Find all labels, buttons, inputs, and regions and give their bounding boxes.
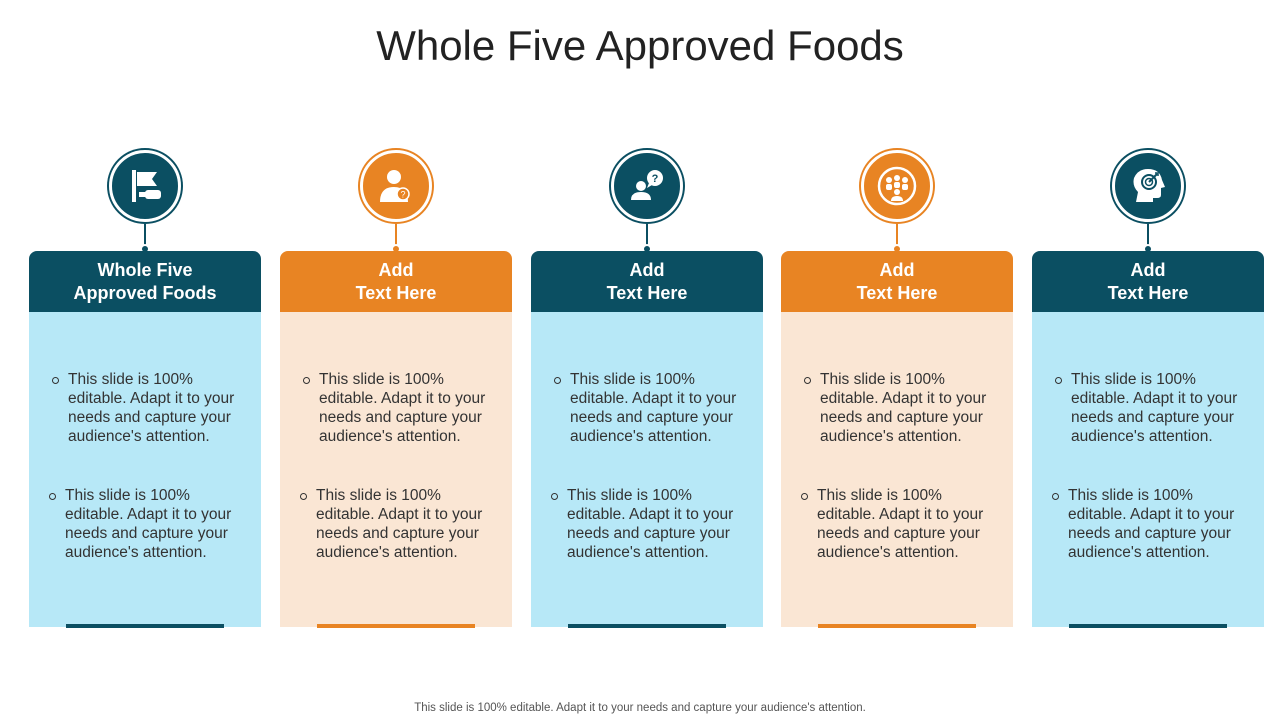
header-line-1: Add	[879, 259, 915, 280]
connector-line	[144, 224, 146, 246]
column-header: Add Text Here	[781, 251, 1013, 312]
bullet-text: This slide is 100% editable. Adapt it to…	[1052, 486, 1248, 562]
group-circle-icon	[861, 150, 933, 222]
header-line-2: Text Here	[355, 282, 437, 303]
column-1: Whole Five Approved Foods This slide is 1…	[29, 150, 261, 630]
column-5: Add Text Here This slide is 100% editable…	[1032, 150, 1264, 630]
column-3: ? Add Text Here This slide is 100% editab…	[531, 150, 763, 630]
column-header: Whole Five Approved Foods	[29, 251, 261, 312]
header-line-2: Approved Foods	[73, 282, 217, 303]
column-body: This slide is 100% editable. Adapt it to…	[29, 312, 261, 627]
slide-title: Whole Five Approved Foods	[376, 22, 904, 69]
bottom-accent-bar	[818, 624, 976, 628]
bottom-accent-bar	[568, 624, 726, 628]
connector-line	[395, 224, 397, 246]
header-line-2: Text Here	[1107, 282, 1189, 303]
column-4: Add Text Here This slide is 100% editable…	[781, 150, 1013, 630]
flag-hand-icon	[109, 150, 181, 222]
bottom-accent-bar	[66, 624, 224, 628]
bullet-text: This slide is 100% editable. Adapt it to…	[554, 370, 750, 446]
column-body: This slide is 100% editable. Adapt it to…	[280, 312, 512, 627]
header-line-1: Add	[629, 259, 665, 280]
column-header: Add Text Here	[280, 251, 512, 312]
connector-line	[896, 224, 898, 246]
bottom-accent-bar	[1069, 624, 1227, 628]
bullet-text: This slide is 100% editable. Adapt it to…	[52, 370, 248, 446]
svg-text:?: ?	[400, 190, 405, 200]
bullet-text: This slide is 100% editable. Adapt it to…	[804, 370, 1000, 446]
person-chat-question-icon: ?	[611, 150, 683, 222]
column-2: ? Add Text Here This slide is 100% editab…	[280, 150, 512, 630]
header-line-1: Whole Five	[97, 259, 193, 280]
header-line-2: Text Here	[606, 282, 688, 303]
bullet-text: This slide is 100% editable. Adapt it to…	[303, 370, 499, 446]
bullet-text: This slide is 100% editable. Adapt it to…	[551, 486, 747, 562]
connector-line	[1147, 224, 1149, 246]
header-line-2: Text Here	[856, 282, 938, 303]
head-target-icon	[1112, 150, 1184, 222]
svg-text:?: ?	[652, 173, 659, 185]
bullet-text: This slide is 100% editable. Adapt it to…	[801, 486, 997, 562]
person-question-icon: ?	[360, 150, 432, 222]
connector-line	[646, 224, 648, 246]
column-header: Add Text Here	[531, 251, 763, 312]
header-line-1: Add	[1130, 259, 1166, 280]
column-header: Add Text Here	[1032, 251, 1264, 312]
bottom-accent-bar	[317, 624, 475, 628]
bullet-text: This slide is 100% editable. Adapt it to…	[49, 486, 245, 562]
header-line-1: Add	[378, 259, 414, 280]
bullet-text: This slide is 100% editable. Adapt it to…	[1055, 370, 1251, 446]
column-body: This slide is 100% editable. Adapt it to…	[531, 312, 763, 627]
bullet-text: This slide is 100% editable. Adapt it to…	[300, 486, 496, 562]
column-body: This slide is 100% editable. Adapt it to…	[781, 312, 1013, 627]
column-body: This slide is 100% editable. Adapt it to…	[1032, 312, 1264, 627]
footer-note: This slide is 100% editable. Adapt it to…	[414, 702, 866, 714]
